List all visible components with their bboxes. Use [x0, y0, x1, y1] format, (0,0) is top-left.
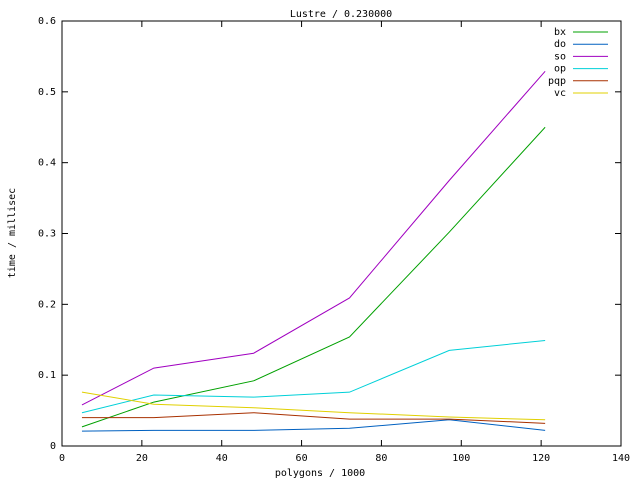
y-tick-label: 0 [50, 441, 56, 452]
x-tick-label: 20 [136, 453, 148, 464]
y-tick-label: 0.4 [38, 158, 56, 169]
series-line [81, 391, 546, 421]
x-tick-label: 100 [452, 453, 470, 464]
y-tick-label: 0.5 [38, 87, 56, 98]
x-tick-label: 80 [375, 453, 387, 464]
y-tick-label: 0.2 [38, 299, 56, 310]
x-tick-label: 0 [59, 453, 65, 464]
legend-label: bx [554, 27, 566, 38]
series-line [81, 339, 546, 414]
x-tick-label: 140 [612, 453, 630, 464]
x-tick-label: 120 [532, 453, 550, 464]
y-tick-label: 0.1 [38, 370, 56, 381]
x-tick-label: 40 [216, 453, 228, 464]
series-line [81, 412, 546, 424]
series-line [81, 126, 546, 428]
legend-label: so [554, 51, 566, 62]
legend-label: op [554, 64, 566, 75]
chart-title: Lustre / 0.230000 [290, 9, 392, 20]
y-tick-label: 0.6 [38, 16, 56, 27]
y-tick-label: 0.3 [38, 229, 56, 240]
series-line [81, 419, 546, 432]
legend-label: pqp [548, 76, 566, 87]
x-tick-label: 60 [296, 453, 308, 464]
legend-label: do [554, 39, 566, 50]
x-axis-label: polygons / 1000 [275, 468, 365, 479]
legend-label: vc [554, 88, 566, 99]
y-axis-label: time / millisec [7, 188, 18, 278]
series-line [81, 70, 546, 406]
